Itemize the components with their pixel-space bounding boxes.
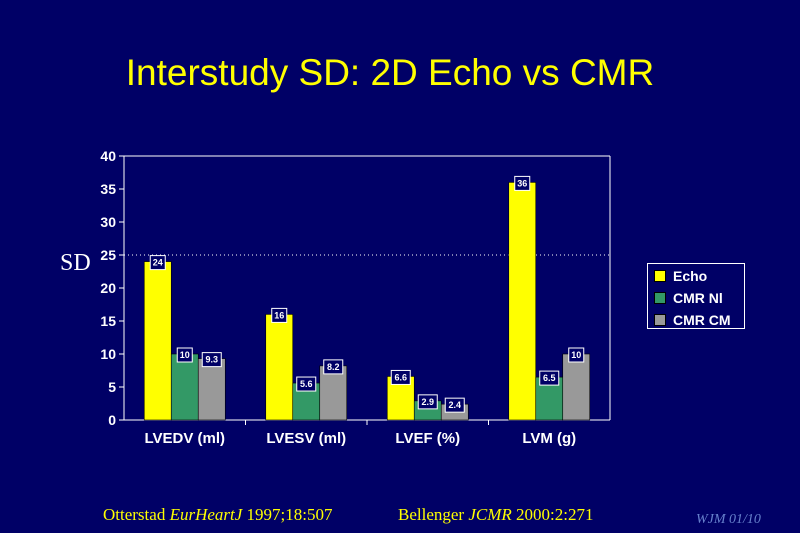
data-label: 16	[274, 310, 284, 320]
data-label-box	[539, 370, 560, 386]
author-initials: WJM 01/10	[696, 512, 761, 527]
legend-swatch-echo	[654, 270, 666, 282]
y-tick-label: 35	[100, 181, 116, 197]
data-label: 6.5	[543, 373, 556, 383]
y-tick-label: 15	[100, 313, 116, 329]
data-label-box	[296, 376, 317, 392]
citation-otterstad-author: Otterstad	[103, 505, 170, 524]
y-tick-label: 30	[100, 214, 116, 230]
data-label-box	[323, 359, 344, 375]
legend-label-cmr-nl: CMR Nl	[673, 290, 723, 306]
bar-cmr-cm	[562, 353, 591, 421]
data-label: 2.9	[421, 397, 434, 407]
citation-bellenger: Bellenger JCMR 2000:2:271	[398, 505, 593, 525]
legend-item-cmr-cm: CMR CM	[654, 311, 731, 329]
y-tick-label: 5	[108, 379, 116, 395]
data-label: 36	[517, 178, 527, 188]
x-category-label: LVESV (ml)	[266, 430, 346, 447]
bar-cmr-cm	[197, 358, 226, 421]
data-label: 5.6	[300, 379, 313, 389]
bar-echo	[508, 182, 537, 421]
citation-otterstad: Otterstad EurHeartJ 1997;18:507	[103, 505, 333, 525]
y-axis-label: SD	[60, 250, 91, 276]
data-label-box	[271, 307, 288, 323]
data-label: 6.6	[394, 372, 407, 382]
legend-item-echo: Echo	[654, 267, 707, 285]
x-category-label: LVEDV (ml)	[144, 430, 225, 447]
y-tick-label: 40	[100, 148, 116, 164]
x-category-label: LVEF (%)	[395, 430, 460, 447]
chart-title: Interstudy SD: 2D Echo vs CMR	[125, 52, 655, 93]
data-label: 2.4	[448, 400, 461, 410]
data-label-box	[568, 347, 585, 363]
data-label: 9.3	[205, 355, 218, 365]
data-label-box	[514, 175, 531, 191]
data-label-box	[201, 352, 222, 368]
data-label: 10	[180, 350, 190, 360]
data-label-box	[390, 369, 411, 385]
data-label-box	[176, 347, 193, 363]
chart-legend: Echo CMR Nl CMR CM	[647, 263, 745, 329]
citation-bellenger-ref: 2000:2:271	[511, 505, 594, 524]
citation-bellenger-journal: JCMR	[468, 505, 512, 524]
legend-label-echo: Echo	[673, 268, 708, 284]
data-label-box	[417, 394, 438, 410]
bar-echo	[143, 261, 172, 421]
citation-otterstad-journal: EurHeartJ	[169, 505, 243, 524]
citation-otterstad-ref: 1997;18:507	[242, 505, 333, 524]
data-label-box	[149, 255, 166, 271]
y-tick-label: 10	[100, 346, 116, 362]
legend-swatch-cmr-cm	[654, 314, 666, 326]
bar-echo	[265, 314, 294, 421]
data-label: 10	[571, 350, 581, 360]
data-label: 24	[153, 258, 163, 268]
x-category-label: LVM (g)	[522, 430, 576, 447]
y-tick-label: 20	[100, 280, 116, 296]
citation-bellenger-author: Bellenger	[398, 505, 469, 524]
y-tick-label: 25	[100, 247, 116, 263]
data-label-box	[444, 397, 465, 413]
data-label: 8.2	[327, 362, 340, 372]
legend-swatch-cmr-nl	[654, 292, 666, 304]
legend-item-cmr-nl: CMR Nl	[654, 289, 723, 307]
y-tick-label: 0	[108, 412, 116, 428]
legend-label-cmr-cm: CMR CM	[673, 312, 731, 328]
bar-cmr-nl	[170, 353, 199, 421]
